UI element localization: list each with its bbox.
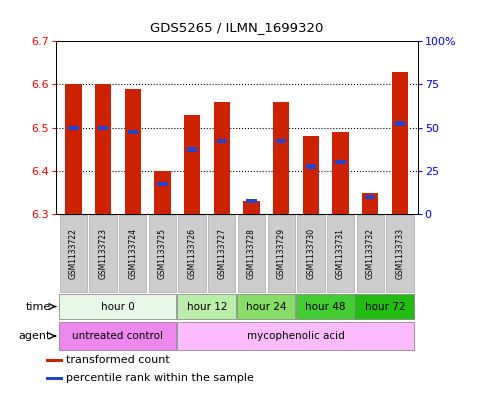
- Bar: [157, 182, 168, 186]
- Bar: [246, 199, 256, 204]
- FancyBboxPatch shape: [327, 215, 354, 292]
- FancyBboxPatch shape: [297, 215, 325, 292]
- Text: GSM1133723: GSM1133723: [99, 228, 108, 279]
- Bar: [46, 377, 63, 380]
- FancyBboxPatch shape: [60, 215, 87, 292]
- Text: mycophenolic acid: mycophenolic acid: [247, 331, 345, 341]
- Text: agent: agent: [18, 331, 51, 341]
- FancyBboxPatch shape: [177, 294, 236, 319]
- Bar: [128, 130, 138, 134]
- Text: GSM1133727: GSM1133727: [217, 228, 227, 279]
- Bar: [276, 139, 286, 143]
- Bar: [303, 136, 319, 214]
- Text: GSM1133729: GSM1133729: [277, 228, 286, 279]
- Bar: [213, 102, 230, 214]
- Text: GSM1133722: GSM1133722: [69, 228, 78, 279]
- Text: GSM1133725: GSM1133725: [158, 228, 167, 279]
- Text: GSM1133732: GSM1133732: [366, 228, 375, 279]
- Text: transformed count: transformed count: [66, 355, 170, 365]
- FancyBboxPatch shape: [179, 215, 206, 292]
- Text: GSM1133724: GSM1133724: [128, 228, 137, 279]
- Bar: [362, 193, 379, 214]
- FancyBboxPatch shape: [149, 215, 176, 292]
- Text: percentile rank within the sample: percentile rank within the sample: [66, 373, 254, 384]
- Bar: [95, 84, 111, 214]
- Text: GSM1133731: GSM1133731: [336, 228, 345, 279]
- FancyBboxPatch shape: [268, 215, 295, 292]
- FancyBboxPatch shape: [386, 215, 413, 292]
- Bar: [395, 121, 405, 126]
- Bar: [46, 359, 63, 362]
- Bar: [365, 195, 375, 199]
- Bar: [154, 171, 170, 214]
- FancyBboxPatch shape: [355, 294, 414, 319]
- FancyBboxPatch shape: [356, 215, 384, 292]
- FancyBboxPatch shape: [237, 294, 295, 319]
- Bar: [217, 139, 227, 143]
- FancyBboxPatch shape: [89, 215, 117, 292]
- FancyBboxPatch shape: [296, 294, 355, 319]
- Bar: [125, 89, 141, 214]
- Bar: [184, 115, 200, 214]
- Bar: [68, 126, 79, 130]
- Text: hour 24: hour 24: [246, 301, 286, 312]
- FancyBboxPatch shape: [208, 215, 236, 292]
- Bar: [65, 84, 82, 214]
- Text: GDS5265 / ILMN_1699320: GDS5265 / ILMN_1699320: [150, 21, 323, 34]
- FancyBboxPatch shape: [58, 294, 176, 319]
- Bar: [243, 201, 260, 214]
- Text: hour 0: hour 0: [101, 301, 135, 312]
- Text: GSM1133726: GSM1133726: [187, 228, 197, 279]
- Text: hour 72: hour 72: [365, 301, 405, 312]
- Bar: [273, 102, 289, 214]
- Text: GSM1133730: GSM1133730: [306, 228, 315, 279]
- Text: GSM1133733: GSM1133733: [396, 228, 404, 279]
- Text: hour 48: hour 48: [306, 301, 346, 312]
- FancyBboxPatch shape: [177, 321, 414, 351]
- Bar: [306, 164, 316, 169]
- FancyBboxPatch shape: [119, 215, 146, 292]
- FancyBboxPatch shape: [238, 215, 265, 292]
- Bar: [187, 147, 198, 151]
- FancyBboxPatch shape: [58, 321, 176, 351]
- Bar: [392, 72, 408, 214]
- Text: GSM1133728: GSM1133728: [247, 228, 256, 279]
- Bar: [98, 126, 108, 130]
- Bar: [335, 160, 346, 164]
- Text: untreated control: untreated control: [72, 331, 163, 341]
- Bar: [332, 132, 349, 214]
- Text: hour 12: hour 12: [187, 301, 227, 312]
- Text: time: time: [26, 301, 51, 312]
